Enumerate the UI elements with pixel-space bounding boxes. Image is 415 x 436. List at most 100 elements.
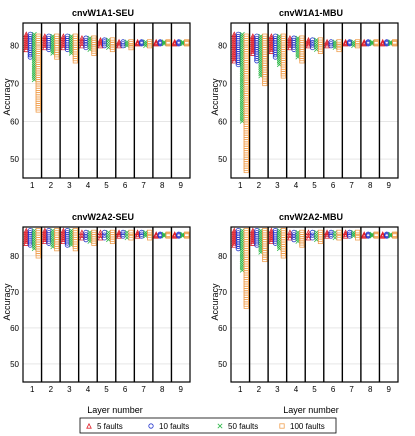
x-tick-label: 5 (104, 385, 109, 394)
data-point (91, 240, 97, 246)
x-tick-label: 5 (104, 181, 109, 190)
x-tick-label: 9 (386, 181, 391, 190)
data-point (60, 44, 67, 51)
data-point (79, 229, 85, 236)
series-5-faults (23, 227, 178, 246)
data-point (355, 232, 361, 238)
x-tick-label: 8 (368, 181, 373, 190)
data-point (305, 234, 312, 241)
data-point (379, 39, 386, 46)
data-point (249, 48, 256, 54)
x-tick-label: 8 (160, 181, 165, 190)
legend-item-10-faults: 10 faults (148, 422, 189, 431)
data-point (171, 231, 178, 237)
data-point (272, 52, 278, 58)
y-tick-label: 60 (10, 324, 19, 333)
y-tick-label: 60 (218, 117, 227, 126)
x-tick-label: 9 (178, 181, 183, 190)
data-point (342, 40, 349, 47)
data-point (231, 55, 238, 62)
x-tick-label: 4 (294, 181, 299, 190)
data-point (305, 229, 312, 236)
data-point (97, 42, 104, 49)
data-point (342, 39, 349, 46)
data-point (97, 232, 104, 238)
y-tick-label: 50 (218, 155, 227, 164)
data-point (305, 232, 312, 238)
data-point (109, 46, 116, 53)
data-point (361, 38, 368, 45)
data-point (72, 58, 78, 64)
data-point (268, 236, 275, 242)
data-point (171, 38, 178, 45)
x-tick-label: 6 (331, 181, 336, 190)
x-tick-label: 6 (331, 385, 336, 394)
data-point (361, 40, 368, 47)
data-point (27, 52, 33, 58)
x-tick-label: 4 (86, 385, 91, 394)
data-point (249, 50, 256, 56)
data-point (97, 229, 104, 236)
x-tick-label: 4 (294, 385, 299, 394)
data-point (361, 232, 368, 238)
legend-box (79, 417, 337, 434)
data-point (243, 167, 249, 174)
plot-area (23, 227, 190, 382)
x-axis-label: Layer number (87, 405, 143, 415)
x-axis-label: Layer number (283, 405, 339, 415)
data-point (41, 238, 48, 245)
data-point (379, 232, 386, 239)
plot-frame (22, 226, 191, 383)
data-point (153, 40, 160, 47)
data-point (231, 239, 238, 246)
x-tick-label: 7 (349, 181, 354, 190)
panel-cnvW2A2-SEU: cnvW2A2-SEU Accuracy Layer number 50 60 70… (2, 212, 191, 415)
data-point (317, 48, 324, 54)
data-point (287, 229, 293, 236)
legend-label: 100 faults (290, 422, 325, 431)
data-point (153, 232, 160, 238)
data-point (97, 234, 104, 241)
data-point (287, 232, 293, 238)
data-point (324, 40, 330, 47)
legend-item-50-faults: 50 faults (217, 422, 258, 431)
square-marker-icon (279, 423, 285, 429)
panel-title: cnvW2A2-MBU (279, 212, 343, 222)
data-point (153, 38, 160, 45)
legend-item-100-faults: 100 faults (279, 422, 325, 431)
data-point (171, 232, 178, 239)
y-tick-label: 60 (218, 324, 227, 333)
y-tick-label: 80 (10, 42, 19, 51)
data-point (361, 39, 368, 46)
data-point (101, 229, 108, 236)
data-point (120, 229, 126, 236)
data-point (134, 232, 141, 239)
data-point (147, 229, 153, 236)
data-point (153, 231, 160, 237)
data-point (79, 234, 85, 241)
data-point (97, 40, 104, 47)
y-tick-label: 60 (10, 117, 19, 126)
legend-item-5-faults: 5 faults (86, 422, 123, 431)
data-point (262, 80, 268, 87)
data-point (287, 44, 293, 51)
data-point (147, 43, 153, 49)
data-point (101, 37, 108, 43)
triangle-marker-icon (86, 422, 92, 429)
data-point (361, 232, 368, 239)
x-tick-label: 4 (86, 181, 91, 190)
data-point (35, 107, 41, 113)
x-tick-label: 6 (123, 385, 128, 394)
data-point (35, 253, 41, 259)
data-point (280, 253, 286, 259)
x-tick-label: 9 (386, 385, 391, 394)
x-tick-label: 1 (238, 181, 243, 190)
x-tick-label: 2 (257, 385, 262, 394)
legend-label: 50 faults (228, 422, 258, 431)
x-tick-label: 7 (349, 385, 354, 394)
data-point (342, 232, 349, 239)
data-point (165, 41, 171, 47)
data-point (79, 232, 85, 238)
data-point (392, 41, 398, 47)
